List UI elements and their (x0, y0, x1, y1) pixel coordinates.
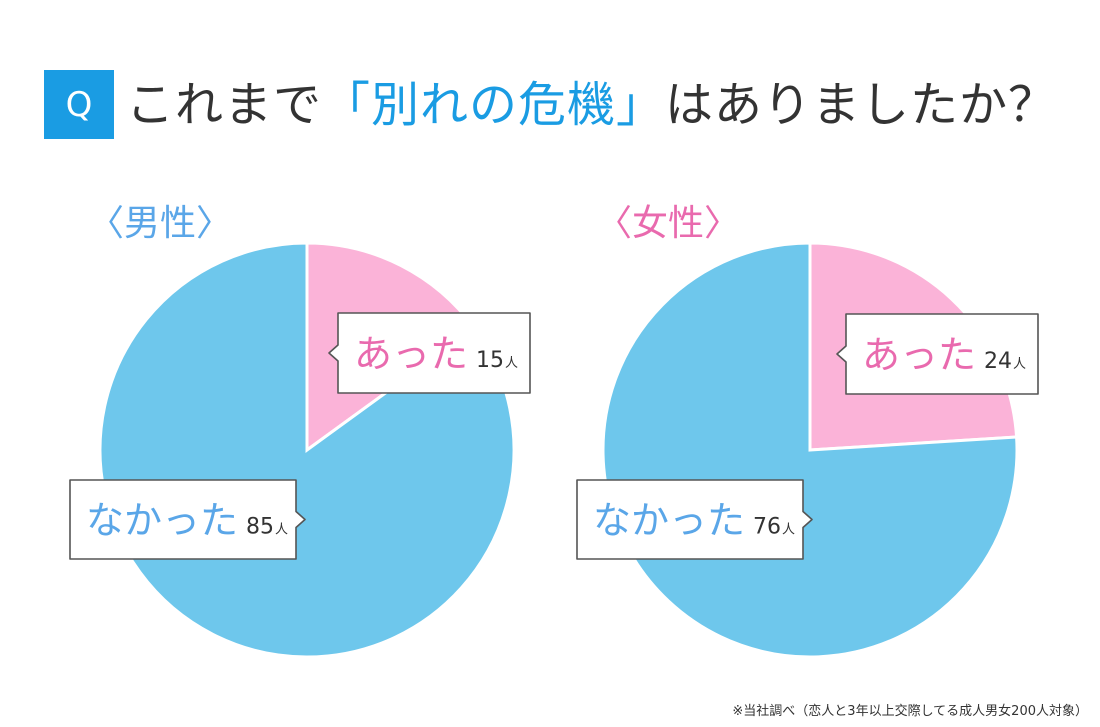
callout-text: あった 24人 (862, 333, 1026, 377)
male-pie (98, 241, 516, 659)
callout-box (69, 479, 306, 560)
callout-box (576, 479, 813, 560)
slice-unit: 人 (275, 523, 288, 538)
question-text-before: これまで (126, 77, 323, 133)
female-callout-yes: あった 24人 (836, 313, 1039, 395)
question-badge: Q (44, 70, 114, 139)
question-text-after: はありましたか？ (665, 77, 1058, 133)
callout-box (836, 313, 1039, 395)
question-text-accent: 「別れの危機」 (322, 77, 666, 133)
question-title: これまで「別れの危機」はありましたか？ (126, 68, 1057, 142)
male-chart-title: 〈男性〉 (88, 203, 233, 244)
slice-unit: 人 (505, 356, 518, 371)
female-chart-title: 〈女性〉 (596, 203, 741, 244)
slice-label: あった (862, 333, 976, 377)
slice-value: 85 (246, 515, 274, 540)
female-callout-no: なかった 76人 (576, 479, 813, 560)
slice-value: 76 (753, 515, 781, 540)
slice-label: あった (354, 332, 468, 376)
slice-label: なかった (593, 499, 745, 543)
callout-text: なかった 76人 (593, 499, 795, 543)
slice-value: 15 (476, 348, 504, 373)
slice-unit: 人 (1013, 357, 1026, 372)
male-callout-yes: あった 15人 (328, 312, 531, 394)
slice-unit: 人 (782, 523, 795, 538)
slice-value: 24 (984, 349, 1012, 374)
female-pie (601, 241, 1019, 659)
callout-text: あった 15人 (354, 332, 518, 376)
slice-label: なかった (86, 499, 238, 543)
male-callout-no: なかった 85人 (69, 479, 306, 560)
callout-box (328, 312, 531, 394)
footnote: ※当社調べ（恋人と3年以上交際してる成人男女200人対象） (732, 704, 1088, 719)
callout-text: なかった 85人 (86, 499, 288, 543)
